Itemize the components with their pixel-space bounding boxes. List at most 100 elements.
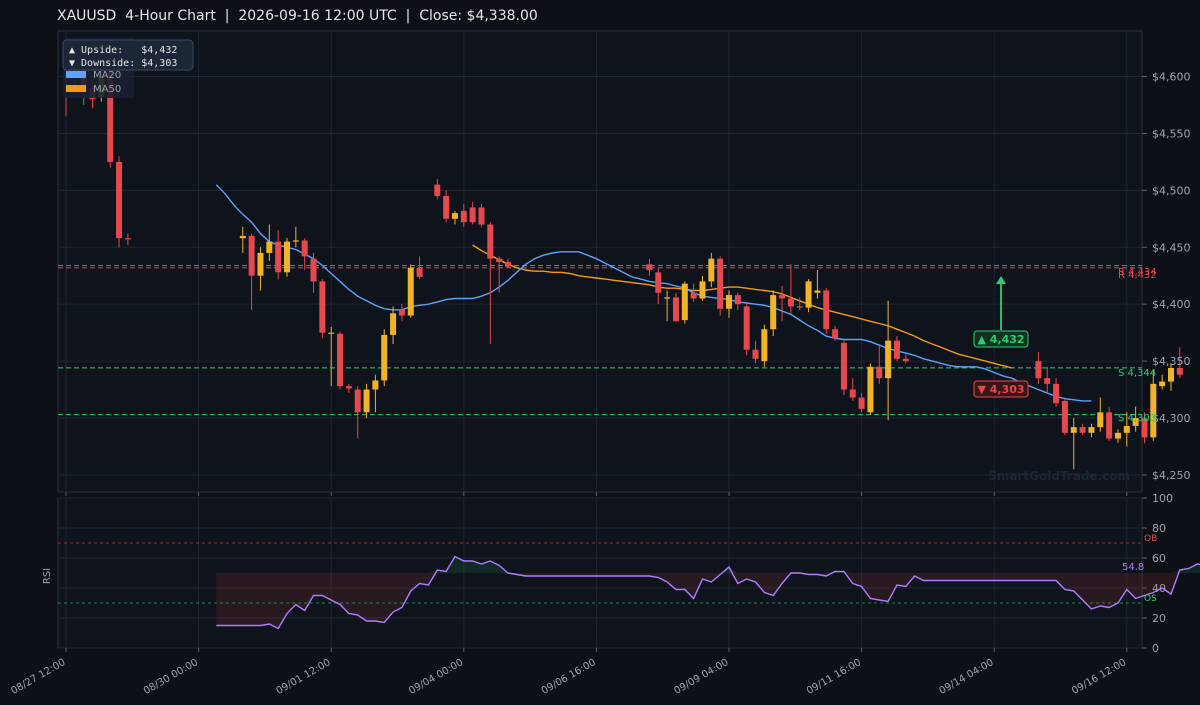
candle-body [381, 334, 388, 381]
candle [734, 292, 741, 310]
rsi-tick-label: 20 [1152, 612, 1166, 625]
candle [699, 275, 706, 301]
candle [116, 156, 123, 248]
candle [460, 204, 467, 227]
candle-body [116, 161, 123, 239]
candle [690, 283, 697, 302]
candle-body [239, 235, 246, 239]
rsi-axis-label: RSI [42, 568, 53, 584]
candle [1123, 412, 1130, 447]
price-tick-label: $4,250 [1152, 469, 1191, 482]
candle [496, 256, 503, 293]
candle-body [840, 342, 847, 390]
downside-target-label: ▼ 4,303 [977, 383, 1024, 396]
price-tick-label: $4,300 [1152, 412, 1191, 425]
candle [354, 386, 361, 439]
candle-body [823, 290, 830, 330]
downside-target-box [973, 380, 1029, 398]
candle-body [1061, 400, 1068, 433]
candle-body [496, 258, 503, 263]
price-tick-label: $4,400 [1152, 298, 1191, 311]
support-label-2: S 4,303 [1118, 413, 1156, 424]
price-tick-label: $4,500 [1152, 184, 1191, 197]
candle [814, 270, 821, 299]
candle [867, 363, 874, 415]
price-tick-label: $4,450 [1152, 241, 1191, 254]
candle [451, 210, 458, 225]
candle-body [761, 329, 768, 362]
main-panel-frame [57, 30, 1143, 493]
candle-body [319, 281, 326, 333]
candle-body [770, 295, 777, 330]
candle [893, 336, 900, 362]
main-panel-bg [58, 31, 1142, 492]
candle-body [814, 290, 821, 293]
support-resistance-levels [58, 264, 1142, 416]
candle [248, 233, 255, 310]
candle [849, 378, 856, 401]
candle-body [443, 196, 450, 219]
candle [505, 258, 511, 268]
candle [328, 326, 335, 387]
candle [876, 344, 883, 384]
candle [443, 190, 450, 223]
candle [239, 226, 246, 253]
rsi-last-value: 54.8 [1122, 562, 1144, 573]
candle-body [328, 332, 335, 334]
rsi-line [216, 555, 1200, 630]
candle-body [1070, 427, 1077, 433]
candle-body [893, 340, 900, 359]
price-tick-label: $4,550 [1152, 127, 1191, 140]
candle-body [832, 329, 839, 339]
candle [708, 252, 715, 288]
candle-body [434, 184, 441, 197]
candle-body [849, 389, 856, 398]
candle-body [726, 295, 732, 309]
legend-ma20-swatch [66, 71, 86, 78]
candle [337, 331, 344, 390]
candle [301, 238, 308, 271]
time-tick-label: 08/30 00:00 [142, 657, 200, 697]
candle [1061, 397, 1068, 436]
candle-body [1123, 425, 1130, 433]
candle-body [858, 397, 865, 409]
support-label-1: S 4,344 [1118, 368, 1156, 379]
candle [124, 233, 131, 245]
candle [434, 178, 441, 200]
candle-body [1132, 418, 1139, 426]
candle [646, 258, 653, 276]
candle [416, 256, 423, 280]
candle-body [664, 297, 671, 299]
candle [832, 325, 839, 341]
candle-body [867, 366, 874, 413]
candle-body [734, 295, 741, 305]
candle-body [655, 272, 662, 293]
candle-body [124, 238, 131, 240]
candle [407, 264, 414, 318]
candle [796, 297, 803, 310]
candle-body [372, 380, 379, 390]
upside-target-box [973, 330, 1029, 348]
candle-body [398, 309, 405, 316]
candle-body [266, 241, 273, 253]
candle-body [390, 313, 397, 335]
rsi-tick-label: 80 [1152, 522, 1166, 535]
candle-body [345, 386, 352, 389]
candle-body [1114, 432, 1121, 439]
candle [743, 304, 750, 356]
candle-body [690, 292, 697, 299]
candle [752, 340, 759, 364]
candle-body [1168, 367, 1174, 382]
legend-ma50-swatch [66, 85, 86, 92]
candle [1159, 374, 1166, 390]
candle-body [805, 281, 812, 308]
time-tick-label: 09/06 16:00 [540, 657, 598, 697]
candle-body [681, 283, 688, 321]
candle-body [292, 240, 299, 242]
candle-body [1053, 383, 1060, 404]
candle-body [876, 366, 883, 379]
rsi-panel-bg [58, 498, 1142, 648]
candle [672, 292, 679, 322]
